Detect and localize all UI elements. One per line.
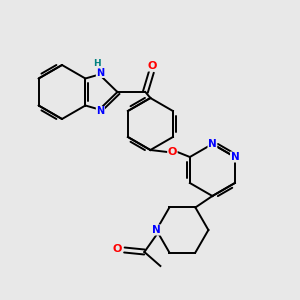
Text: N: N	[208, 139, 217, 149]
Text: N: N	[152, 225, 161, 235]
Text: O: O	[148, 61, 157, 71]
Text: O: O	[113, 244, 122, 254]
Text: N: N	[96, 68, 104, 77]
Text: N: N	[96, 106, 104, 116]
Text: O: O	[168, 147, 177, 157]
Text: N: N	[230, 152, 239, 162]
Text: H: H	[94, 59, 101, 68]
